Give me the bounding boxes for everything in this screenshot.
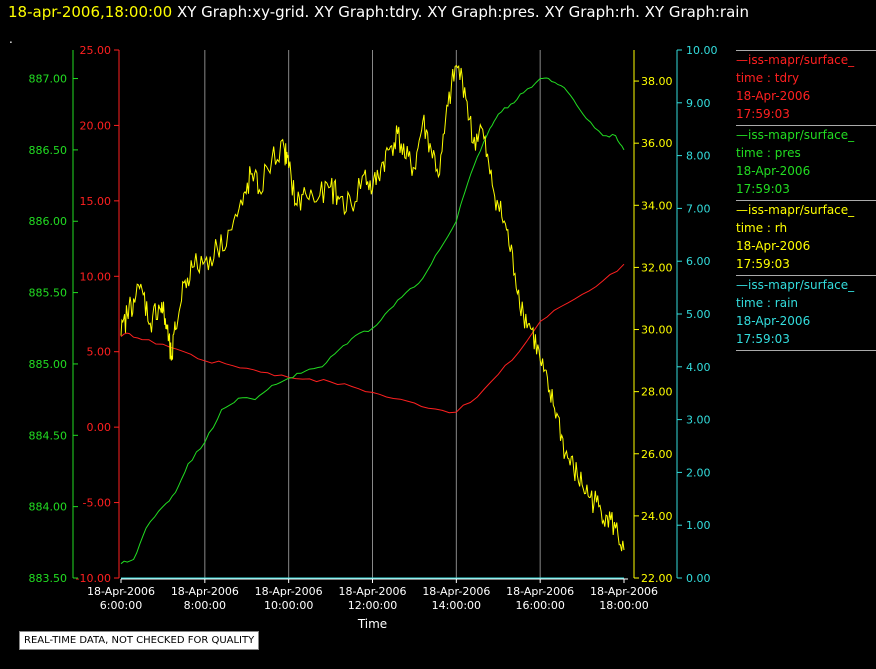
x-tick-label-time: 16:00:00	[515, 599, 564, 612]
rain-tick-label: 9.00	[686, 97, 711, 110]
tdry-tick-label: 20.00	[80, 119, 112, 132]
rain-tick-label: 4.00	[686, 361, 711, 374]
rh-tick-label: 32.00	[641, 261, 673, 274]
x-tick-label-date: 18-Apr-2006	[422, 585, 490, 598]
legend-entry-rain[interactable]: —iss-mapr/surface_ time : rain 18-Apr-20…	[736, 275, 876, 351]
legend-source: —iss-mapr/surface_	[736, 203, 855, 217]
legend-source: —iss-mapr/surface_	[736, 53, 855, 67]
pres-tick-label: 886.50	[29, 144, 68, 157]
rh-tick-label: 26.00	[641, 448, 673, 461]
tdry-tick-label: -10.00	[76, 572, 111, 585]
rain-tick-label: 6.00	[686, 255, 711, 268]
legend-field: time : pres	[736, 146, 801, 160]
header-graph-rh: XY Graph:rh.	[544, 3, 640, 21]
rain-tick-label: 5.00	[686, 308, 711, 321]
rh-tick-label: 24.00	[641, 510, 673, 523]
legend-date: 18-Apr-2006	[736, 239, 811, 253]
header-graph-rain: XY Graph:rain	[644, 3, 749, 21]
legend-time: 17:59:03	[736, 332, 790, 346]
header-timestamp: 18-apr-2006,18:00:00	[8, 3, 173, 21]
rain-tick-label: 7.00	[686, 202, 711, 215]
x-tick-label-date: 18-Apr-2006	[255, 585, 323, 598]
chart-header: 18-apr-2006,18:00:00 XY Graph:xy-grid. X…	[8, 3, 749, 21]
x-tick-label-date: 18-Apr-2006	[506, 585, 574, 598]
x-tick-label-time: 18:00:00	[599, 599, 648, 612]
legend-source: —iss-mapr/surface_	[736, 278, 855, 292]
rh-tick-label: 34.00	[641, 199, 673, 212]
x-tick-label-time: 8:00:00	[184, 599, 226, 612]
top-mark: .	[9, 32, 13, 46]
legend-field: time : tdry	[736, 71, 800, 85]
legend-time: 17:59:03	[736, 182, 790, 196]
legend-date: 18-Apr-2006	[736, 164, 811, 178]
tdry-tick-label: 5.00	[87, 346, 112, 359]
legend-entry-tdry[interactable]: —iss-mapr/surface_ time : tdry 18-Apr-20…	[736, 50, 876, 125]
tdry-tick-label: 25.00	[80, 44, 112, 57]
legend-time: 17:59:03	[736, 257, 790, 271]
rh-tick-label: 28.00	[641, 386, 673, 399]
pres-tick-label: 887.00	[29, 73, 68, 86]
tdry-tick-label: -5.00	[83, 497, 111, 510]
legend-field: time : rh	[736, 221, 788, 235]
series-line-tdry	[120, 263, 625, 414]
legend-field: time : rain	[736, 296, 799, 310]
pres-tick-label: 886.00	[29, 215, 68, 228]
rh-tick-label: 36.00	[641, 137, 673, 150]
pres-tick-label: 884.00	[29, 501, 68, 514]
legend-date: 18-Apr-2006	[736, 89, 811, 103]
rain-tick-label: 1.00	[686, 519, 711, 532]
rh-tick-label: 30.00	[641, 324, 673, 337]
series-line-pres	[120, 77, 625, 565]
header-graph-xy-grid: XY Graph:xy-grid.	[176, 3, 310, 21]
rain-tick-label: 3.00	[686, 414, 711, 427]
tdry-tick-label: 10.00	[80, 270, 112, 283]
legend-entry-rh[interactable]: —iss-mapr/surface_ time : rh 18-Apr-2006…	[736, 200, 876, 275]
x-tick-label-time: 10:00:00	[264, 599, 313, 612]
legend-entry-pres[interactable]: —iss-mapr/surface_ time : pres 18-Apr-20…	[736, 125, 876, 200]
x-tick-label-date: 18-Apr-2006	[338, 585, 406, 598]
x-tick-label-time: 12:00:00	[348, 599, 397, 612]
header-graph-tdry: XY Graph:tdry.	[314, 3, 423, 21]
x-tick-label-date: 18-Apr-2006	[590, 585, 658, 598]
rh-tick-label: 38.00	[641, 75, 673, 88]
pres-tick-label: 884.50	[29, 429, 68, 442]
x-tick-label-date: 18-Apr-2006	[171, 585, 239, 598]
quality-disclaimer: REAL-TIME DATA, NOT CHECKED FOR QUALITY	[19, 631, 260, 650]
legend-source: —iss-mapr/surface_	[736, 128, 855, 142]
x-tick-label-time: 14:00:00	[432, 599, 481, 612]
legend-date: 18-Apr-2006	[736, 314, 811, 328]
pres-tick-label: 885.00	[29, 358, 68, 371]
rain-tick-label: 10.00	[686, 44, 718, 57]
rh-tick-label: 22.00	[641, 572, 673, 585]
tdry-tick-label: 0.00	[87, 421, 112, 434]
pres-tick-label: 885.50	[29, 287, 68, 300]
rain-tick-label: 0.00	[686, 572, 711, 585]
legend-time: 17:59:03	[736, 107, 790, 121]
rain-tick-label: 8.00	[686, 150, 711, 163]
pres-tick-label: 883.50	[29, 572, 68, 585]
x-tick-label-date: 18-Apr-2006	[87, 585, 155, 598]
rain-tick-label: 2.00	[686, 466, 711, 479]
tdry-tick-label: 15.00	[80, 195, 112, 208]
header-graph-pres: XY Graph:pres.	[427, 3, 540, 21]
series-line-rh	[120, 64, 625, 552]
x-axis-title: Time	[357, 617, 387, 631]
x-tick-label-time: 6:00:00	[100, 599, 142, 612]
legend: —iss-mapr/surface_ time : tdry 18-Apr-20…	[736, 50, 876, 351]
